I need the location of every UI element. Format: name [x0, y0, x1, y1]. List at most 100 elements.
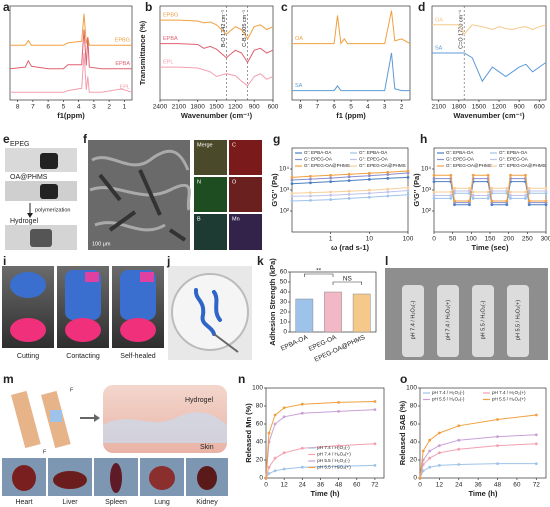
point — [309, 194, 312, 198]
x-axis-label: Time (h) — [310, 489, 340, 498]
point — [432, 177, 436, 180]
y-tick-label: 0 — [259, 475, 263, 482]
map-label: Mn — [232, 216, 240, 222]
point — [453, 203, 456, 207]
point — [457, 447, 461, 451]
significance-bracket — [304, 273, 334, 277]
x-tick-label: 7 — [315, 104, 319, 111]
photo-object — [40, 153, 58, 169]
label: Spleen — [105, 499, 127, 506]
x-axis-label: Wavenumber (cm⁻¹) — [453, 111, 525, 120]
point — [337, 410, 341, 413]
panel-f: 100 μm Merge C N O B Mn — [88, 140, 262, 250]
y-tick-label: 10 — [280, 319, 288, 326]
point — [437, 464, 441, 467]
point — [300, 446, 304, 450]
point — [432, 194, 436, 197]
point — [290, 194, 294, 198]
organ — [53, 471, 87, 489]
legend-label: G': EPBA-OA — [304, 150, 332, 155]
point — [406, 189, 410, 192]
map — [194, 214, 227, 250]
x-tick-label: 12 — [281, 482, 289, 489]
x-tick-label: 100 — [403, 236, 414, 243]
panel-letter: l — [385, 254, 388, 268]
x-tick-label: EPEG-OA@PHMS — [313, 334, 366, 364]
label: Hydrogel — [10, 218, 38, 225]
x-tick-label: 48 — [335, 482, 343, 489]
point — [329, 198, 333, 201]
legend-label: pH 5.5 / H₂O₂(-) — [317, 458, 350, 463]
x-tick-label: 6 — [46, 104, 50, 111]
point — [282, 451, 286, 455]
chart: 0 20 40 60 80 100 Released SAB (%) Time (h) 0 12 2… — [398, 385, 547, 498]
y-axis-label: Released Mn (%) — [244, 403, 253, 463]
series-label: OA — [435, 17, 443, 23]
label: Heart — [15, 499, 32, 506]
x-tick-label: 36 — [317, 482, 325, 489]
point — [290, 178, 294, 182]
x-tick-label: 36 — [475, 482, 483, 489]
vial-label: pH 5.5 / H₂O₂(-) — [480, 300, 486, 339]
series-line — [434, 174, 546, 202]
organ — [197, 466, 217, 490]
hydrogel — [65, 270, 101, 320]
series-line — [292, 10, 411, 45]
annotation-label: B-O 1342 cm⁻¹ — [221, 10, 227, 47]
x-tick-label: 6 — [332, 104, 336, 111]
y-tick-label: 60 — [410, 421, 418, 428]
legend-label: pH 7.4 / H₂O₂(+) — [317, 452, 351, 457]
point — [509, 194, 512, 197]
point — [505, 189, 509, 193]
panel-letter: g — [273, 132, 280, 146]
point — [432, 173, 436, 177]
panel-letter: f — [83, 132, 88, 146]
y-tick-label: 40 — [280, 289, 288, 296]
y-tick-label: 30 — [280, 299, 288, 306]
hydrogel — [10, 318, 46, 342]
label: EPEG — [10, 141, 29, 148]
legend-label: G'': EPEG-OA — [499, 157, 529, 162]
label: OA@PHMS — [10, 174, 48, 181]
point — [468, 203, 471, 207]
point — [386, 190, 390, 194]
x-tick-label: 48 — [494, 482, 502, 489]
x-axis-label: Time (sec) — [472, 243, 509, 252]
point — [347, 175, 351, 179]
vial — [437, 285, 459, 357]
point — [544, 199, 548, 203]
chart: f1 (ppm) 8 7 6 5 4 3 2 OA SA — [291, 5, 411, 120]
significance-label: ** — [316, 268, 322, 275]
point — [300, 411, 304, 415]
point — [468, 189, 471, 193]
label: Liver — [62, 499, 78, 506]
vial — [402, 285, 424, 357]
point — [290, 191, 294, 195]
x-tick-label: 7 — [31, 104, 35, 111]
point — [468, 199, 471, 203]
point — [347, 189, 351, 193]
petri-dish — [171, 273, 249, 351]
legend-label: G'': EPEG-OA@PHMS — [499, 163, 546, 168]
x-axis-label: Time (h) — [468, 489, 498, 498]
y-tick-label: 80 — [410, 403, 418, 410]
point — [505, 203, 509, 207]
series-line — [419, 434, 537, 479]
tweezer — [213, 333, 239, 353]
point — [337, 444, 341, 447]
y-tick-label: 100 — [406, 385, 417, 392]
plot-frame — [419, 387, 547, 479]
point — [282, 415, 286, 419]
series-label: EPL — [120, 85, 130, 91]
x-tick-label: 12 — [436, 482, 444, 489]
point — [437, 444, 441, 447]
x-tick-label: 72 — [371, 482, 379, 489]
map — [229, 214, 262, 250]
y-tick-label: 10⁴ — [421, 166, 431, 173]
panel-letter: d — [418, 0, 425, 14]
x-tick-label: 200 — [503, 236, 514, 243]
point — [486, 173, 490, 177]
point — [273, 422, 277, 426]
hydrogel — [193, 288, 222, 336]
